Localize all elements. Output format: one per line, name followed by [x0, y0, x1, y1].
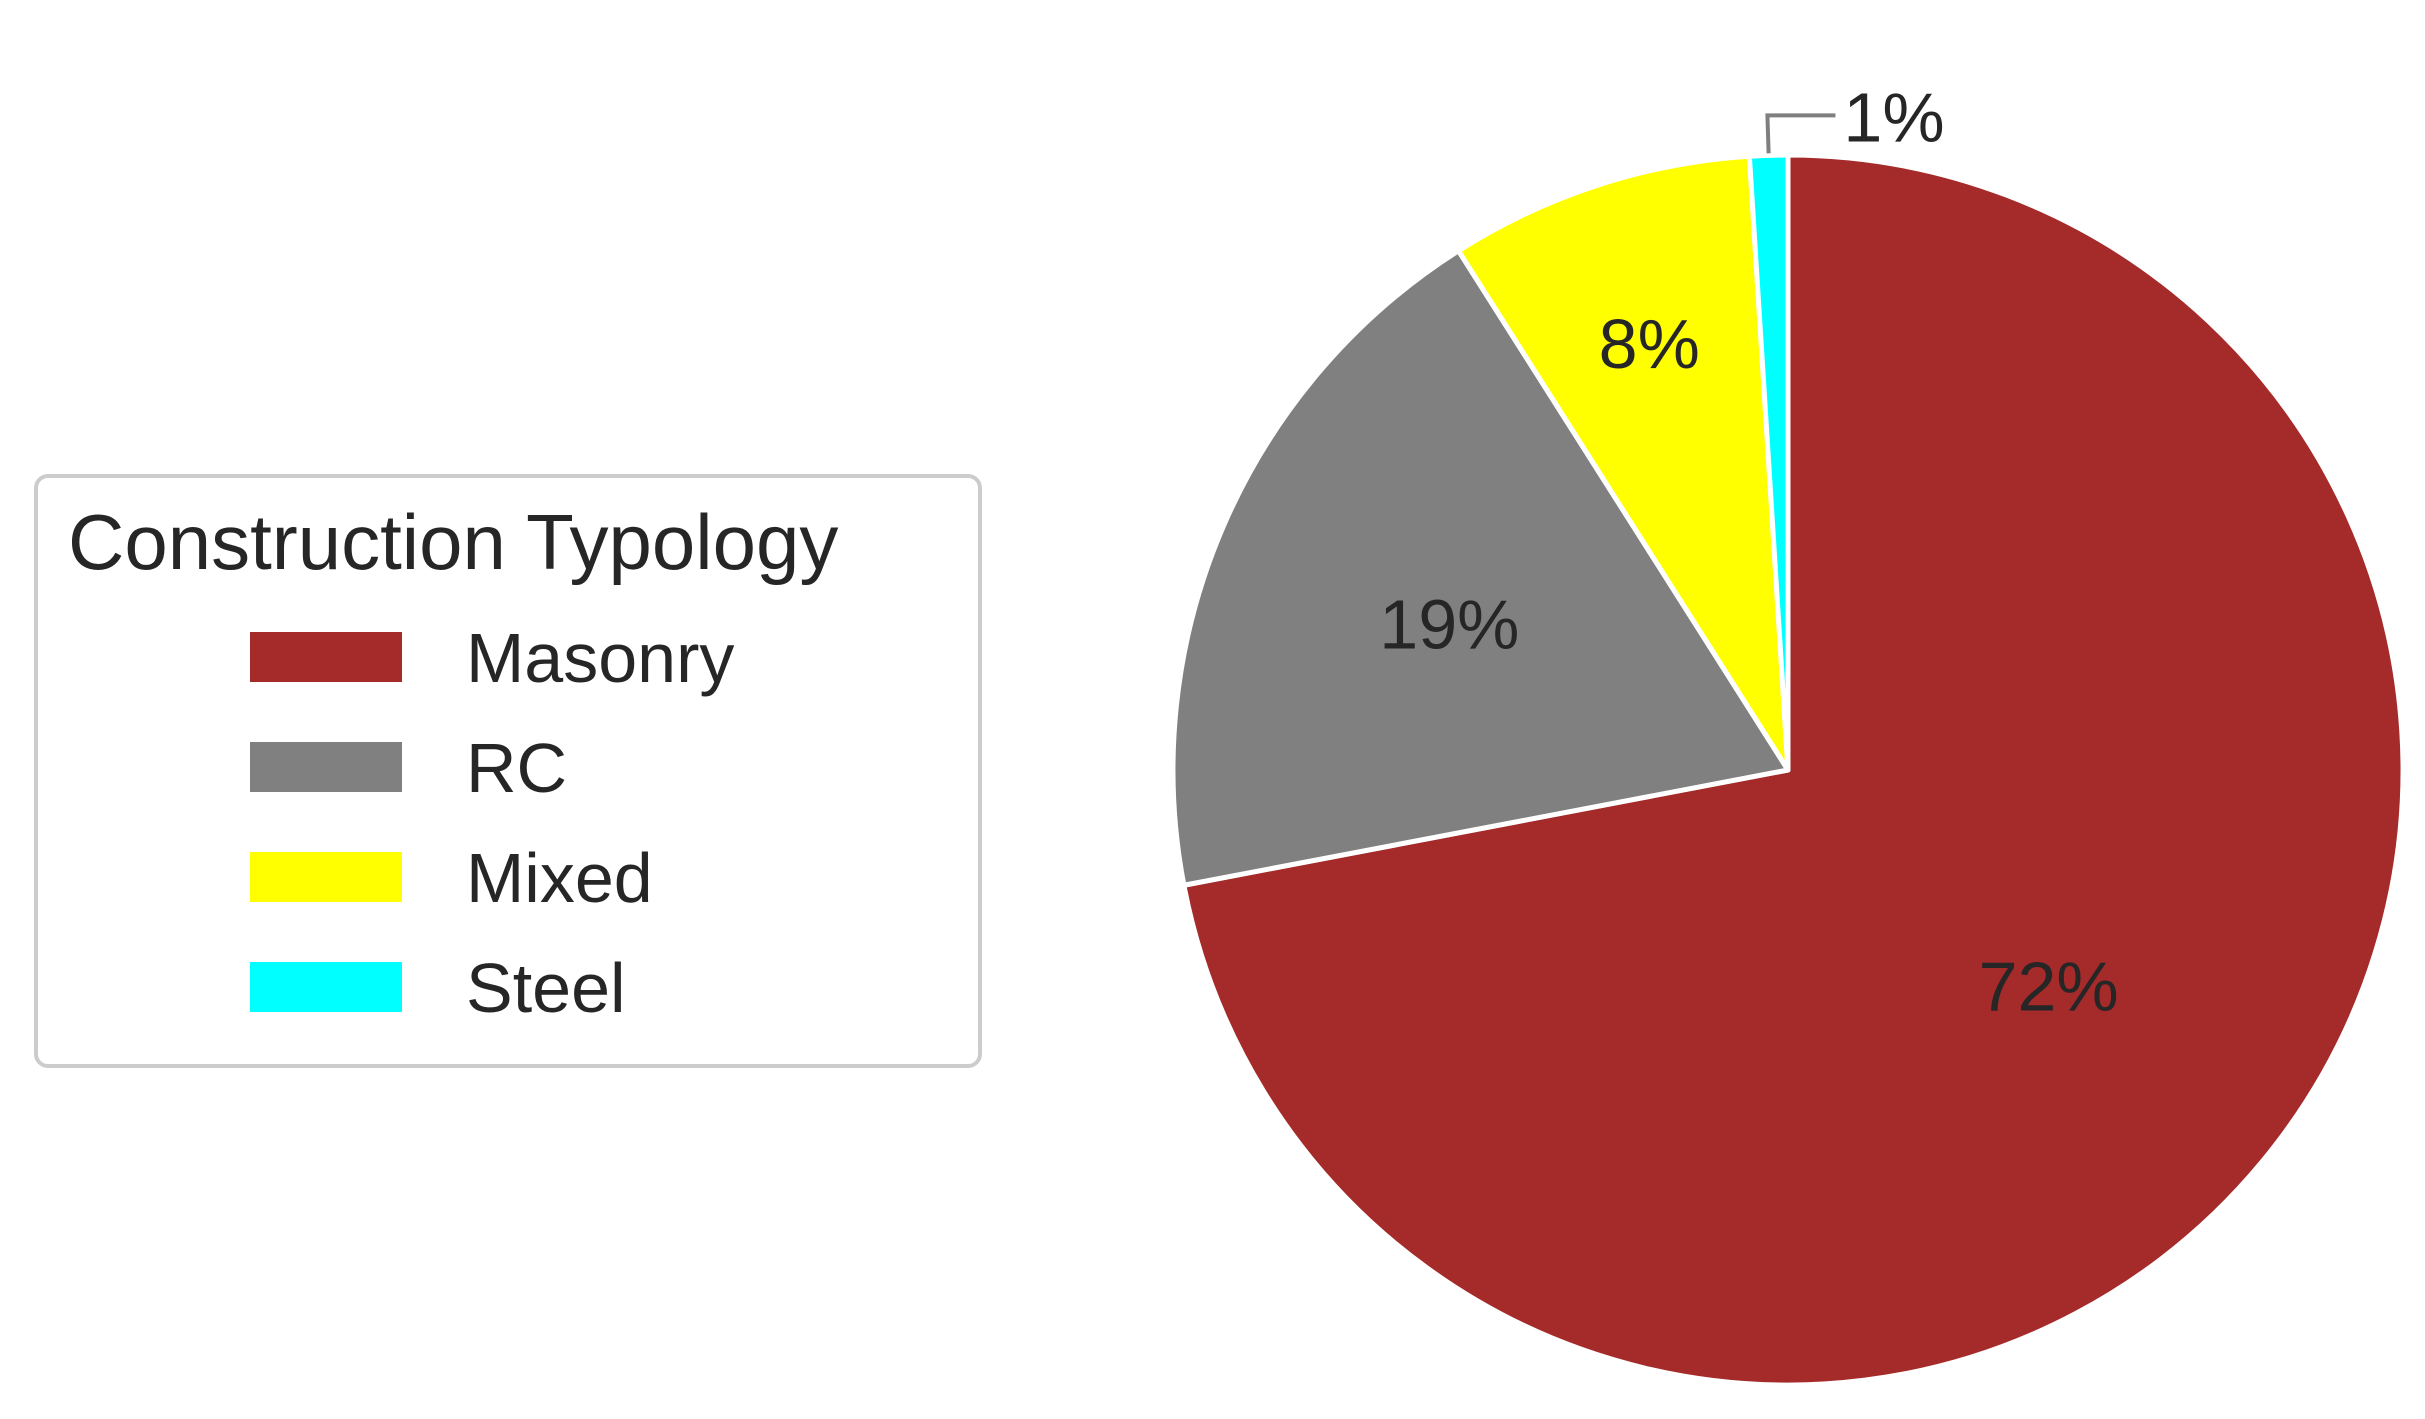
- legend-swatch-steel: [250, 962, 402, 1012]
- legend-label-steel: Steel: [466, 949, 626, 1027]
- pie-labels: 72% 19% 8% 1%: [1379, 78, 2118, 1025]
- pie-slice-mixed: [1455, 153, 1791, 773]
- legend-swatch-rc: [250, 742, 402, 792]
- pie-label-steel: 1%: [1843, 78, 1944, 156]
- legend-swatch-mixed: [250, 852, 402, 902]
- pie-slice-rc: [1170, 248, 1791, 888]
- pie-slice-masonry: [1181, 152, 2406, 1388]
- legend-label-rc: RC: [466, 729, 567, 807]
- legend-label-masonry: Masonry: [466, 619, 734, 697]
- pie-label-leader-line: [1765, 113, 1836, 154]
- legend-label-mixed: Mixed: [466, 839, 653, 917]
- legend-title: Construction Typology: [68, 498, 838, 586]
- legend: Construction Typology Masonry RC Mixed Stee…: [34, 474, 982, 1068]
- legend-swatch-masonry: [250, 632, 402, 682]
- pie-slice-steel: [1746, 152, 1791, 773]
- pie-label-masonry: 72%: [1979, 948, 2119, 1026]
- pie: [1170, 152, 2406, 1388]
- pie-label-rc: 19%: [1379, 585, 1519, 663]
- legend-frame: [34, 474, 982, 1068]
- legend-entries: Masonry RC Mixed Steel: [250, 619, 734, 1027]
- pie-label-mixed: 8%: [1599, 305, 1700, 383]
